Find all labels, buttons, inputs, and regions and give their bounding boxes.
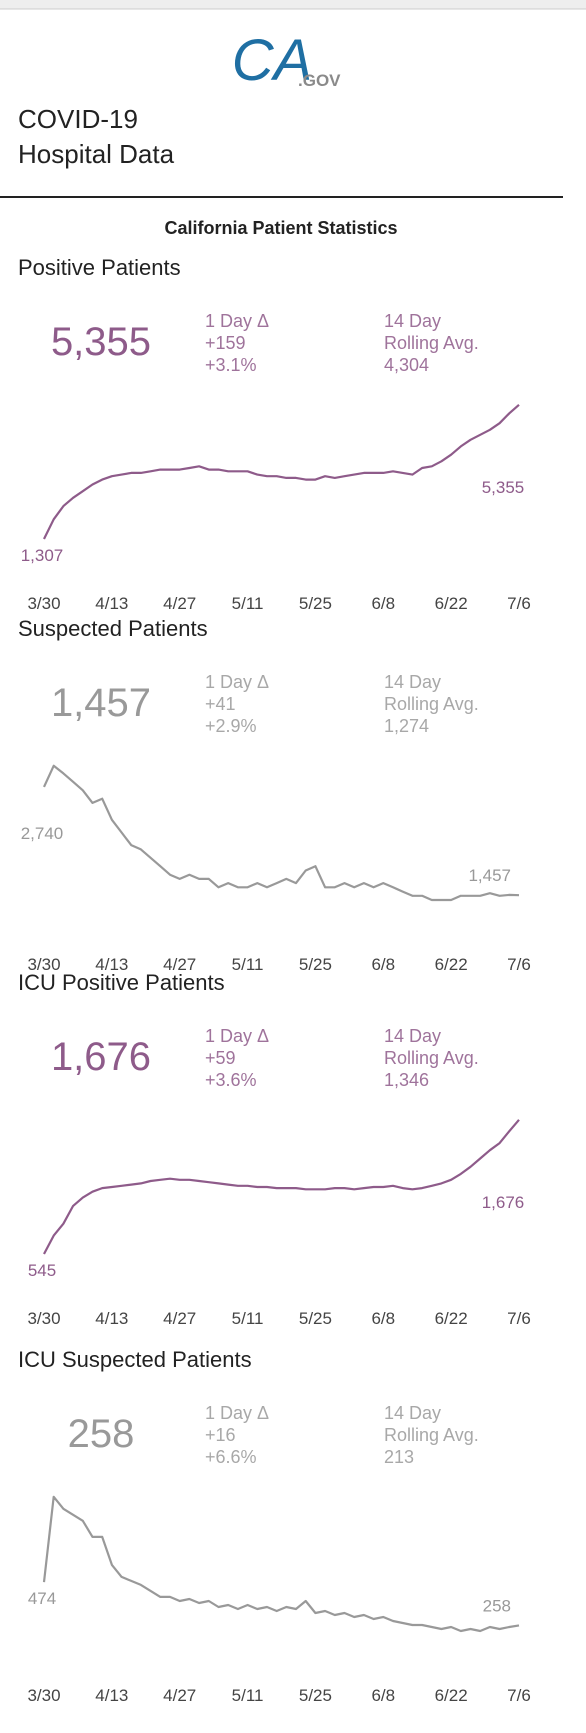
section-heading: California Patient Statistics [164,218,397,238]
x-tick-label: 4/27 [163,594,196,613]
chart-title: ICU Suspected Patients [18,1347,252,1372]
x-tick-label: 7/6 [507,1309,531,1328]
value-label: 545 [28,1261,56,1280]
x-tick-label: 5/11 [232,955,264,974]
value-label: 1,307 [21,546,64,565]
x-tick-label: 6/8 [371,955,395,974]
logo[interactable]: CA [232,28,313,93]
day-change: +59 [205,1048,236,1068]
trend-line [43,403,520,540]
x-tick-label: 5/11 [232,1686,264,1705]
rolling-average: 1,274 [384,716,429,736]
current-value: 258 [68,1412,135,1456]
rolling-average: 14 Day [384,1403,441,1423]
x-tick-label: 5/25 [299,1309,332,1328]
x-tick-label: 7/6 [507,1686,531,1705]
x-tick-label: 4/27 [163,1309,196,1328]
x-tick-label: 4/13 [95,594,128,613]
current-value: 1,457 [51,681,151,725]
current-value: 1,676 [51,1035,151,1079]
x-tick-label: 4/27 [163,955,196,974]
x-tick-label: 7/6 [507,594,531,613]
value-label: 258 [483,1596,511,1615]
x-tick-label: 6/22 [435,955,468,974]
rolling-average: 213 [384,1447,414,1467]
x-tick-label: 7/6 [507,955,531,974]
day-change: +41 [205,694,236,714]
day-change: +3.6% [205,1070,257,1090]
trend-line [42,1495,520,1633]
x-tick-label: 6/8 [371,1686,395,1705]
x-tick-label: 4/13 [95,1686,128,1705]
x-tick-label: 4/13 [95,1309,128,1328]
chart-title: Positive Patients [18,255,181,280]
page-title: COVID-19 [18,104,138,134]
day-change: 1 Day Δ [205,1026,269,1046]
x-tick-label: 5/25 [299,955,332,974]
rolling-average: Rolling Avg. [384,694,479,714]
day-change: 1 Day Δ [205,311,269,331]
trend-line [43,764,520,902]
day-change: +2.9% [205,716,257,736]
day-change: +6.6% [205,1447,257,1467]
x-tick-label: 5/11 [232,1309,264,1328]
x-tick-label: 6/8 [371,1309,395,1328]
chart-title: ICU Positive Patients [18,970,225,995]
logo-suffix[interactable]: .GOV [298,71,341,90]
top-bar [0,0,586,9]
value-label: 1,457 [468,866,511,885]
value-label: 5,355 [482,478,525,497]
x-tick-label: 3/30 [27,1686,60,1705]
x-tick-label: 3/30 [27,594,60,613]
rolling-average: Rolling Avg. [384,333,479,353]
day-change: 1 Day Δ [205,672,269,692]
value-label: 474 [28,1589,56,1608]
rolling-average: 4,304 [384,355,429,375]
day-change: 1 Day Δ [205,1403,269,1423]
x-tick-label: 4/27 [163,1686,196,1705]
day-change: +159 [205,333,246,353]
x-tick-label: 6/22 [435,1686,468,1705]
day-change: +3.1% [205,355,257,375]
x-tick-label: 4/13 [95,955,128,974]
x-tick-label: 5/11 [232,594,264,613]
rolling-average: 14 Day [384,672,441,692]
rolling-average: 14 Day [384,311,441,331]
value-label: 2,740 [21,824,64,843]
chart-title: Suspected Patients [18,616,208,641]
x-tick-label: 6/22 [435,594,468,613]
x-tick-label: 5/25 [299,594,332,613]
rolling-average: 14 Day [384,1026,441,1046]
day-change: +16 [205,1425,236,1445]
value-label: 1,676 [482,1193,525,1212]
trend-line [43,1119,520,1255]
rolling-average: Rolling Avg. [384,1048,479,1068]
x-tick-label: 3/30 [27,955,60,974]
x-tick-label: 6/8 [371,594,395,613]
x-tick-label: 6/22 [435,1309,468,1328]
x-tick-label: 3/30 [27,1309,60,1328]
page-title: Hospital Data [18,139,175,169]
current-value: 5,355 [51,320,151,364]
rolling-average: 1,346 [384,1070,429,1090]
rolling-average: Rolling Avg. [384,1425,479,1445]
x-tick-label: 5/25 [299,1686,332,1705]
